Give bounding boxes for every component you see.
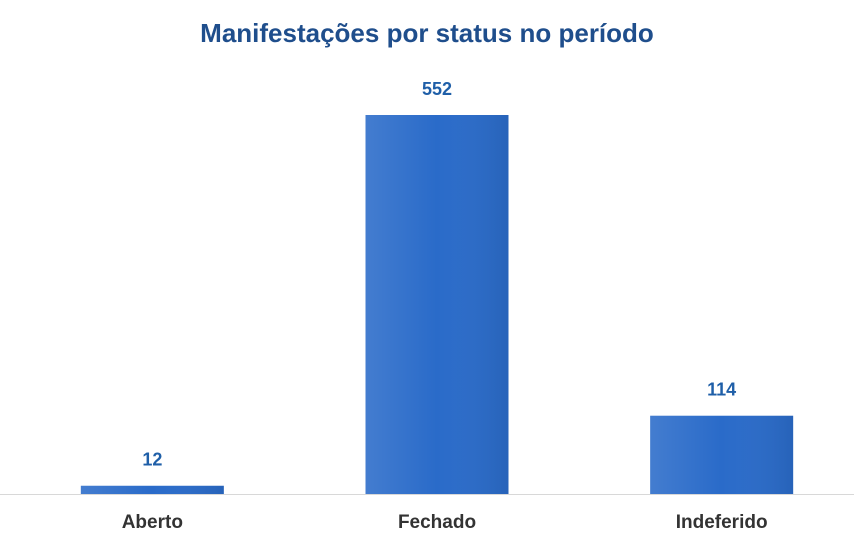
value-label: 552 — [422, 79, 452, 99]
bar-shade — [365, 115, 509, 494]
x-tick-label: Aberto — [122, 512, 183, 533]
value-label: 12 — [142, 450, 162, 470]
bar-shade — [80, 485, 224, 494]
bar-shade — [650, 415, 794, 494]
x-tick-label: Fechado — [398, 512, 476, 533]
value-label: 114 — [707, 379, 736, 399]
x-tick-label: Indeferido — [676, 512, 768, 533]
chart-title: Manifestações por status no período — [200, 18, 654, 48]
